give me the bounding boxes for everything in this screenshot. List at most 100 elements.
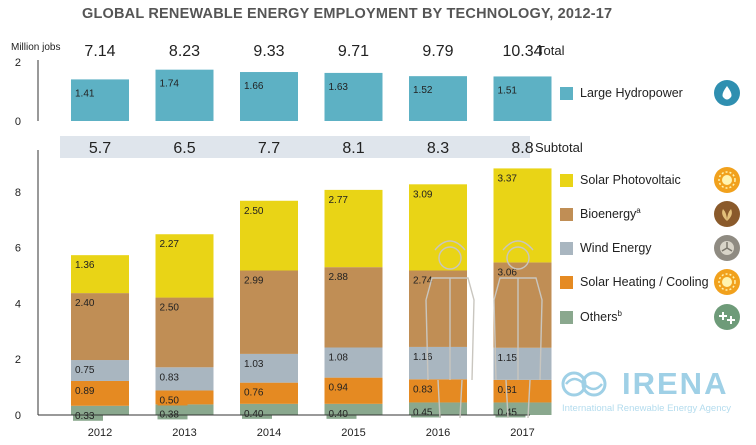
bioenergy-label-bg [73, 296, 103, 309]
legend-swatch [560, 241, 573, 255]
solar-photovoltaic-bar-label: 1.36 [75, 260, 95, 271]
total-value: 9.79 [422, 43, 453, 60]
solar-heating-cooling-label-bg [242, 385, 272, 398]
subtotal-value: 8.3 [427, 140, 449, 157]
solar-heating-cooling-label-bg [495, 382, 526, 395]
bottom-y-tick-label: 2 [15, 354, 21, 366]
bottom-y-tick-label: 6 [15, 243, 21, 255]
x-tick-label: 2016 [426, 427, 450, 439]
solar-heating-cooling-label-bg [326, 380, 357, 393]
wind-energy-label-bg [326, 350, 357, 363]
bottom-y-tick-label: 0 [15, 410, 21, 422]
bioenergy-bar-label: 2.74 [413, 276, 433, 287]
bioenergy-bar-label: 2.88 [329, 272, 349, 283]
others-label-bg [411, 405, 441, 418]
solar-heating-cooling-bar-label: 0.81 [498, 385, 518, 396]
x-tick-label: 2015 [341, 427, 365, 439]
subtotal-value: 8.1 [342, 140, 364, 157]
legend-item-wind-energy: Wind Energy [560, 239, 652, 257]
others-bar-label: 0.45 [413, 407, 433, 418]
legend-label: Solar Heating / Cooling [580, 275, 709, 289]
subtotal-label: Subtotal [535, 140, 583, 155]
legend-swatch [560, 173, 573, 187]
solar-heating-cooling-label-bg [157, 393, 188, 406]
hydropower-bar [324, 72, 383, 121]
top-y-tick-label: 0 [15, 116, 21, 128]
legend-label: Bioenergya [580, 206, 641, 222]
legend-item-others: Othersb [560, 308, 622, 326]
irena-subtitle: International Renewable Energy Agency [562, 403, 732, 414]
bioenergy-bar-label: 2.99 [244, 276, 264, 287]
solar-photovoltaic-bar [493, 168, 552, 263]
subtotal-value: 5.7 [89, 140, 111, 157]
solar-photovoltaic-bar-label: 3.37 [498, 173, 518, 184]
x-tick-label: 2013 [172, 427, 196, 439]
solar-heating-cooling-bar-label: 0.89 [75, 386, 95, 397]
solar-photovoltaic-bar-label: 2.27 [160, 239, 180, 250]
irena-logo-icon [561, 371, 607, 397]
solar-photovoltaic-label-bg [157, 237, 188, 250]
legend-label: Large Hydropower [580, 86, 683, 100]
legend-item-large-hydropower: Large Hydropower [560, 84, 683, 102]
others-label-bg [242, 406, 272, 419]
total-value: 8.23 [169, 43, 200, 60]
solar-heating-cooling-bar-label: 0.83 [413, 384, 433, 395]
legend-footnote-marker: b [617, 309, 622, 319]
legend-swatch [560, 86, 573, 100]
subtotal-band [60, 136, 530, 158]
solar-photovoltaic-bar-label: 2.50 [244, 206, 264, 217]
irena-logo-text: IRENA [622, 366, 729, 401]
bottom-y-tick-label: 4 [15, 298, 21, 310]
solar-photovoltaic-label-bg [495, 171, 526, 184]
wind-energy-label-bg [73, 363, 103, 376]
total-value: 7.14 [84, 43, 115, 60]
others-label-bg [326, 406, 357, 419]
solar-photovoltaic-bar-label: 3.09 [413, 189, 433, 200]
wind-energy-bar-label: 1.16 [413, 352, 433, 363]
solar-heating-cooling-bar-label: 0.76 [244, 388, 264, 399]
wind-energy-bar-label: 0.83 [160, 372, 180, 383]
chart-title: GLOBAL RENEWABLE ENERGY EMPLOYMENT BY TE… [82, 6, 613, 22]
others-bar-label: 0.33 [75, 411, 95, 422]
wind-energy-bar-label: 1.15 [498, 353, 518, 364]
hydropower-bar [493, 76, 552, 121]
legend-item-bioenergy: Bioenergya [560, 205, 641, 223]
subtotal-value: 8.8 [511, 140, 533, 157]
hydropower-bar-label: 1.51 [498, 85, 518, 96]
others-bar-label: 0.40 [244, 409, 264, 420]
legend-item-solar-photovoltaic: Solar Photovoltaic [560, 171, 681, 189]
legend-label: Othersb [580, 309, 622, 325]
hydropower-bar [155, 69, 214, 121]
irena-logo: IRENA [560, 366, 728, 402]
total-label: Total [537, 43, 565, 58]
hydropower-bar-label: 1.63 [329, 82, 349, 93]
hydropower-bar-label: 1.41 [75, 88, 95, 99]
hydropower-bar [240, 72, 298, 121]
bioenergy-label-bg [242, 273, 272, 286]
wind-energy-bar-label: 1.08 [329, 352, 349, 363]
worker-illustration-right [493, 240, 543, 419]
bioenergy-label-bg [411, 273, 441, 286]
y-unit-label: Million jobs [11, 42, 61, 53]
solar-photovoltaic-bar-label: 2.77 [329, 195, 349, 206]
x-tick-label: 2017 [510, 427, 534, 439]
hydropower-bar [71, 79, 129, 121]
wind-energy-label-bg [411, 349, 441, 362]
x-tick-label: 2012 [88, 427, 112, 439]
bioenergy-label-bg [157, 300, 188, 313]
others-bar-label: 0.40 [329, 409, 349, 420]
hydropower-bar-label: 1.74 [160, 79, 180, 90]
legend-footnote-marker: a [636, 206, 641, 216]
legend-swatch [560, 275, 573, 289]
solar-photovoltaic-label-bg [411, 187, 441, 200]
wind-turbine-icon [714, 235, 740, 261]
water-drop-icon [714, 80, 740, 106]
solar-photovoltaic-label-bg [326, 192, 357, 205]
legend-swatch [560, 310, 573, 324]
bioenergy-bar-label: 2.40 [75, 298, 95, 309]
hydropower-bar-label: 1.66 [244, 81, 264, 92]
total-value: 9.33 [253, 43, 284, 60]
plus-icon [714, 304, 740, 330]
solar-photovoltaic-label-bg [242, 203, 272, 216]
